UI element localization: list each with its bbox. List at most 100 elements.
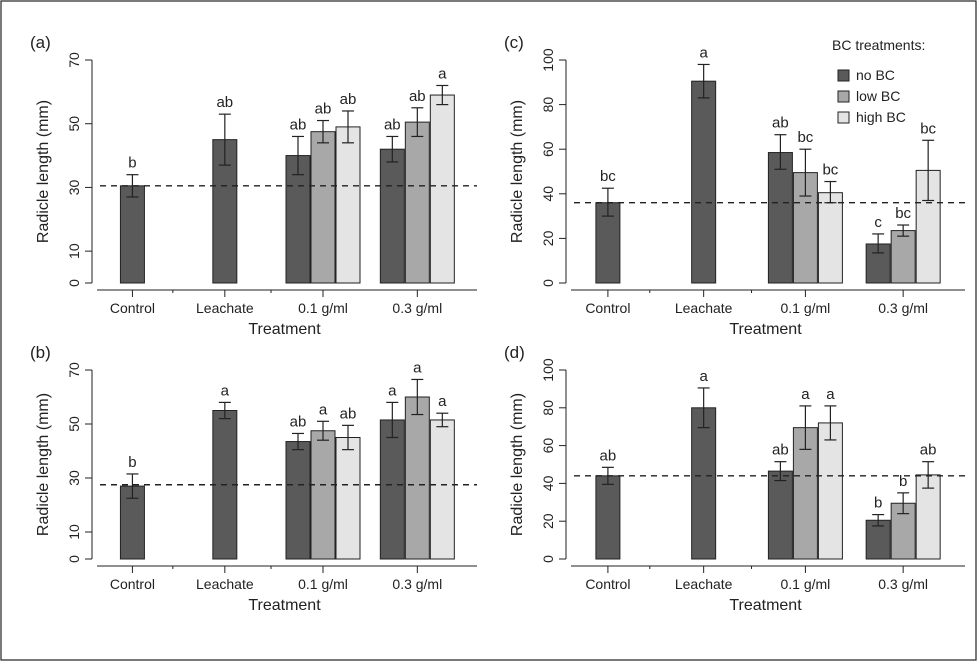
y-tick-label: 0 bbox=[66, 279, 82, 287]
significance-letter: bc bbox=[920, 120, 936, 137]
y-tick-label: 50 bbox=[66, 116, 82, 132]
bar bbox=[379, 148, 405, 284]
significance-letter: ab bbox=[384, 116, 401, 133]
panel-a: (a) 0 10 30 50 70 Radicle length (mm) Control Le… bbox=[30, 33, 477, 338]
significance-letter: ab bbox=[920, 442, 937, 459]
bar bbox=[404, 121, 430, 284]
significance-letter: a bbox=[413, 359, 422, 376]
y-tick-label: 0 bbox=[540, 279, 556, 287]
y-tick-label: 10 bbox=[66, 243, 82, 259]
y-tick-label: 40 bbox=[540, 475, 556, 491]
y-tick-label: 20 bbox=[540, 230, 556, 246]
bar bbox=[429, 94, 455, 284]
bar bbox=[817, 192, 843, 284]
y-axis-title: Radicle length (mm) bbox=[509, 100, 526, 243]
bar bbox=[310, 131, 336, 284]
y-axis-title: Radicle length (mm) bbox=[35, 393, 52, 536]
significance-letter: a bbox=[801, 386, 810, 403]
x-tick-label: Leachate bbox=[675, 576, 733, 592]
panel-c: (c) 0 20 40 60 80 100 Radicle length (mm) Contro… bbox=[504, 33, 965, 338]
significance-letter: ab bbox=[409, 88, 426, 105]
y-tick-label: 10 bbox=[66, 524, 82, 540]
bar bbox=[691, 80, 717, 284]
x-tick-label: Control bbox=[110, 576, 155, 592]
legend-swatch bbox=[837, 69, 850, 82]
panels-layer: (a) 0 10 30 50 70 Radicle length (mm) Control Le… bbox=[30, 33, 965, 614]
y-tick-label: 60 bbox=[540, 141, 556, 157]
significance-letter: a bbox=[221, 382, 230, 399]
bar bbox=[335, 126, 361, 284]
x-tick-label: 0.1 g/ml bbox=[298, 576, 348, 592]
legend-swatch bbox=[837, 90, 850, 103]
significance-letter: c bbox=[874, 214, 882, 231]
y-tick-label: 70 bbox=[66, 52, 82, 68]
significance-letter: bc bbox=[895, 205, 911, 222]
x-tick-label: Control bbox=[585, 300, 630, 316]
legend-swatch bbox=[837, 111, 850, 124]
y-tick-label: 70 bbox=[66, 362, 82, 378]
y-tick-label: 30 bbox=[66, 179, 82, 195]
legend: BC treatments: no BC low BC high BC bbox=[832, 37, 925, 125]
y-tick-label: 80 bbox=[540, 97, 556, 113]
x-tick-label: 0.3 g/ml bbox=[878, 300, 928, 316]
y-tick-label: 0 bbox=[540, 555, 556, 563]
panel-label: (a) bbox=[30, 33, 51, 52]
bar bbox=[404, 396, 430, 560]
bar bbox=[379, 419, 405, 560]
y-axis-title: Radicle length (mm) bbox=[509, 393, 526, 536]
significance-letter: ab bbox=[290, 116, 307, 133]
significance-letter: ab bbox=[216, 94, 233, 111]
y-tick-label: 20 bbox=[540, 513, 556, 529]
bar bbox=[767, 470, 793, 560]
legend-item-label: high BC bbox=[856, 109, 906, 125]
bar bbox=[429, 419, 455, 560]
x-tick-label: Leachate bbox=[675, 300, 733, 316]
y-tick-label: 40 bbox=[540, 186, 556, 202]
bar bbox=[285, 155, 311, 284]
bar bbox=[310, 430, 336, 560]
significance-letter: a bbox=[699, 368, 708, 385]
x-axis-title: Treatment bbox=[729, 597, 802, 614]
significance-letter: ab bbox=[315, 101, 332, 118]
y-tick-label: 50 bbox=[66, 416, 82, 432]
panel-b: (b) 0 10 30 50 70 Radicle length (mm) Control Le… bbox=[30, 343, 477, 614]
x-tick-label: 0.1 g/ml bbox=[298, 300, 348, 316]
significance-letter: ab bbox=[772, 442, 789, 459]
y-tick-label: 100 bbox=[540, 358, 556, 382]
x-axis-title: Treatment bbox=[729, 321, 802, 338]
bar bbox=[890, 230, 916, 284]
y-tick-label: 80 bbox=[540, 400, 556, 416]
x-tick-label: Control bbox=[585, 576, 630, 592]
x-tick-label: 0.3 g/ml bbox=[878, 576, 928, 592]
significance-letter: b bbox=[128, 155, 136, 172]
legend-item-label: low BC bbox=[856, 88, 900, 104]
significance-letter: ab bbox=[340, 405, 357, 422]
x-tick-label: 0.3 g/ml bbox=[392, 576, 442, 592]
x-tick-label: 0.3 g/ml bbox=[392, 300, 442, 316]
significance-letter: ab bbox=[772, 115, 789, 132]
x-axis-title: Treatment bbox=[248, 321, 321, 338]
panel-label: (d) bbox=[504, 343, 525, 362]
bar bbox=[767, 152, 793, 284]
x-tick-label: 0.1 g/ml bbox=[780, 576, 830, 592]
panel-label: (c) bbox=[504, 33, 524, 52]
bar bbox=[285, 441, 311, 560]
x-tick-label: Leachate bbox=[196, 576, 254, 592]
significance-letter: bc bbox=[797, 129, 813, 146]
significance-letter: a bbox=[699, 44, 708, 61]
x-axis-title: Treatment bbox=[248, 597, 321, 614]
significance-letter: a bbox=[319, 401, 328, 418]
y-tick-label: 100 bbox=[540, 48, 556, 72]
significance-letter: ab bbox=[600, 447, 617, 464]
panel-d: (d) 0 20 40 60 80 100 Radicle length (mm) Contro… bbox=[504, 343, 965, 614]
x-tick-label: Leachate bbox=[196, 300, 254, 316]
significance-letter: bc bbox=[600, 168, 616, 185]
significance-letter: b bbox=[874, 495, 882, 512]
y-tick-label: 60 bbox=[540, 438, 556, 454]
significance-letter: ab bbox=[340, 91, 357, 108]
bar bbox=[595, 475, 621, 560]
significance-letter: a bbox=[388, 382, 397, 399]
